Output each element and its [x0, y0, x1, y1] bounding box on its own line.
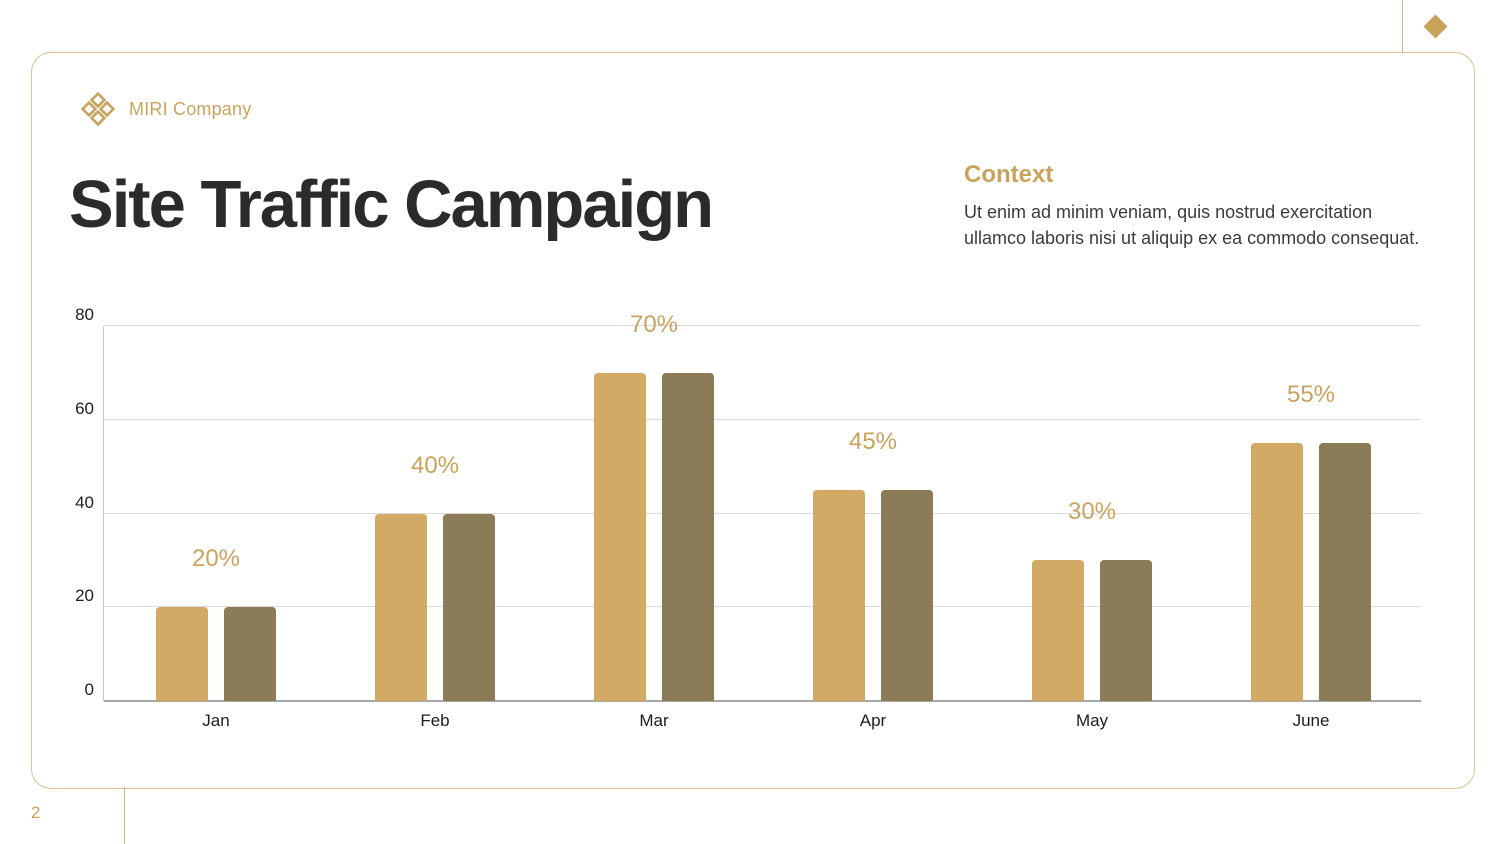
- bar-feb-campaign-primary: [375, 513, 427, 701]
- context-block: Context Ut enim ad minim veniam, quis no…: [964, 161, 1434, 251]
- bar-value-label-jan: 20%: [191, 545, 241, 573]
- bar-jan-campaign-secondary: [224, 607, 276, 701]
- context-heading: Context: [964, 161, 1054, 188]
- x-label-jan: Jan: [202, 711, 230, 730]
- y-tick-label-0: 0: [84, 680, 94, 699]
- page-title: Site Traffic Campaign: [69, 167, 714, 242]
- bar-chart: 0 20 40 60 80 20% Jan 40% Feb 70% Mar 45% Apr 30% May 5…: [75, 305, 1421, 730]
- bar-value-label-apr: 45%: [848, 428, 898, 456]
- miri-logo-icon: [80, 91, 116, 127]
- brand-logo: MIRI Company: [79, 90, 251, 128]
- bar-mar-campaign-secondary: [662, 372, 714, 701]
- y-tick-label-80: 80: [75, 305, 94, 324]
- bar-apr-campaign-primary: [813, 490, 865, 701]
- bar-jan-campaign-primary: [156, 607, 208, 701]
- bar-feb-campaign-secondary: [443, 513, 495, 701]
- y-tick-label-60: 60: [75, 398, 94, 418]
- x-label-june: June: [1292, 711, 1330, 730]
- x-label-may: May: [1075, 711, 1109, 730]
- bar-may-campaign-secondary: [1100, 560, 1152, 701]
- y-tick-label-40: 40: [75, 492, 94, 512]
- diamond-icon: [1423, 14, 1448, 39]
- bar-june-campaign-secondary: [1319, 443, 1371, 701]
- brand-name: MIRI Company: [129, 98, 252, 119]
- bar-value-label-mar: 70%: [629, 310, 679, 338]
- bar-value-label-may: 30%: [1067, 498, 1117, 526]
- gridline: [104, 512, 1421, 514]
- gridline: [104, 418, 1421, 420]
- bar-mar-campaign-primary: [594, 372, 646, 701]
- context-body: Ut enim ad minim veniam, quis nostrud ex…: [964, 202, 1420, 248]
- page-number: 2: [31, 803, 41, 822]
- bottom-left-accent-line: [124, 787, 125, 844]
- x-label-feb: Feb: [420, 711, 450, 730]
- top-right-accent-line: [1402, 0, 1403, 52]
- x-axis-line: [104, 700, 1421, 702]
- bar-value-label-feb: 40%: [410, 451, 460, 479]
- bar-june-campaign-primary: [1251, 443, 1303, 701]
- x-label-mar: Mar: [639, 711, 669, 730]
- gridline: [104, 325, 1421, 326]
- x-label-apr: Apr: [859, 711, 887, 730]
- bar-value-label-june: 55%: [1286, 381, 1336, 409]
- bar-apr-campaign-secondary: [881, 490, 933, 701]
- bar-may-campaign-primary: [1032, 560, 1084, 701]
- gridline: [104, 606, 1421, 608]
- y-tick-label-20: 20: [75, 586, 94, 606]
